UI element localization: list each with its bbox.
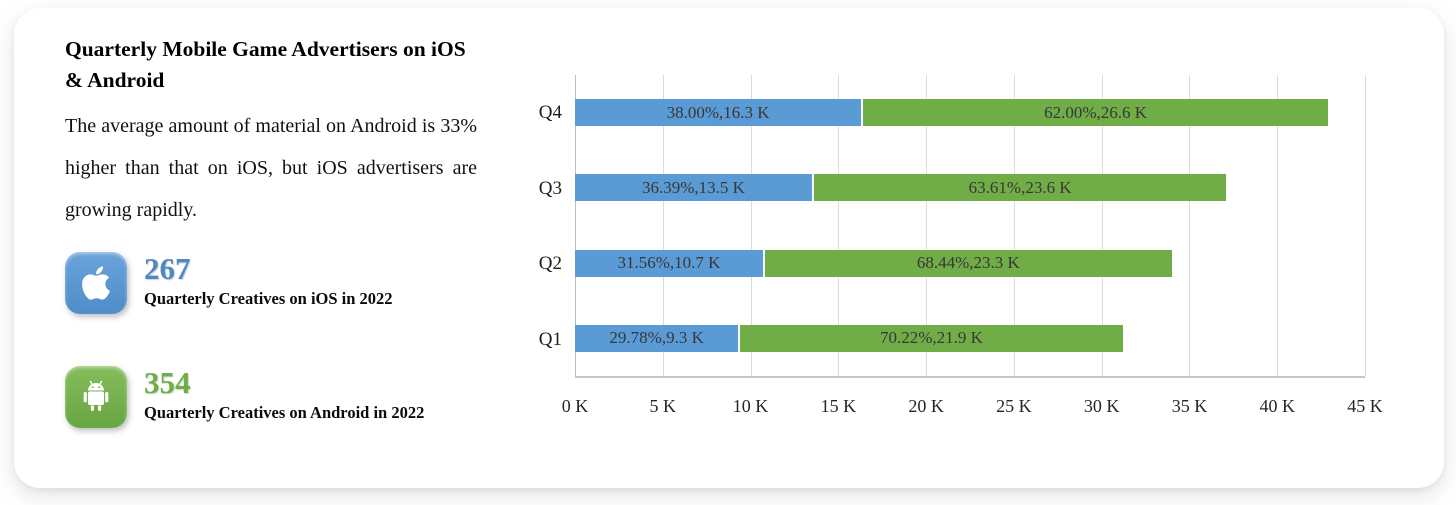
bar-segment-label: 36.39%,13.5 K	[642, 177, 745, 197]
bar-segment-ios: 38.00%,16.3 K	[575, 99, 862, 127]
y-axis-line	[575, 75, 576, 376]
x-tick-label: 30 K	[1083, 396, 1120, 416]
grid-line	[1277, 75, 1279, 376]
summary-panel: Quarterly Mobile Game Advertisers on iOS…	[65, 34, 477, 429]
stat-ios-text: 267 Quarterly Creatives on iOS in 2022	[144, 252, 393, 309]
stacked-bar-chart: Q4 Q3 Q2 Q1 38.00%,16.3 K 62.00%,26.6 K 36.39…	[514, 8, 1434, 488]
x-tick-label: 20 K	[908, 396, 944, 416]
plot-area: 38.00%,16.3 K 62.00%,26.6 K 36.39%,13.5 K 6…	[575, 75, 1366, 378]
stat-android: 354 Quarterly Creatives on Android in 20…	[65, 366, 477, 429]
x-tick-label: 5 K	[649, 396, 677, 416]
category-label: Q1	[538, 329, 562, 351]
stat-android-label: Quarterly Creatives on Android in 2022	[144, 402, 425, 422]
apple-icon	[65, 252, 127, 315]
bar-segment-label: 31.56%,10.7 K	[617, 253, 721, 273]
stacked-bar: 29.78%,9.3 K 70.22%,21.9 K	[575, 324, 1365, 352]
bar-row-q4: 38.00%,16.3 K 62.00%,26.6 K	[575, 75, 1365, 150]
apple-logo-glyph	[82, 266, 110, 300]
page-title: Quarterly Mobile Game Advertisers on iOS…	[65, 37, 466, 93]
grid-line	[1101, 75, 1103, 376]
stacked-bar: 38.00%,16.3 K 62.00%,26.6 K	[575, 99, 1365, 127]
x-tick-label: 15 K	[820, 396, 857, 416]
category-label: Q2	[538, 253, 562, 275]
bar-segment-label: 70.22%,21.9 K	[880, 328, 983, 348]
bar-segment-ios: 31.56%,10.7 K	[575, 249, 763, 277]
x-tick-label: 0 K	[561, 396, 589, 416]
stat-android-text: 354 Quarterly Creatives on Android in 20…	[144, 366, 424, 423]
category-label: Q3	[538, 177, 562, 199]
bar-segment-label: 29.78%,9.3 K	[609, 328, 704, 348]
x-axis: 0 K 5 K 10 K 15 K 20 K 25 K 30 K 35 K 40 K 45 K	[562, 396, 1383, 422]
x-tick-label: 45 K	[1347, 396, 1383, 416]
stat-android-value: 354	[144, 365, 191, 401]
stat-ios-value: 267	[144, 251, 191, 287]
stacked-bar: 36.39%,13.5 K 63.61%,23.6 K	[575, 174, 1365, 202]
x-tick-label: 10 K	[732, 396, 769, 416]
infographic-card: Quarterly Mobile Game Advertisers on iOS…	[14, 8, 1444, 488]
android-robot-glyph	[83, 380, 109, 412]
bar-segment-label: 68.44%,23.3 K	[916, 253, 1020, 273]
bar-segment-ios: 36.39%,13.5 K	[575, 174, 812, 202]
grid-line	[1013, 75, 1015, 376]
grid-line	[750, 75, 752, 376]
bar-segment-ios: 29.78%,9.3 K	[575, 324, 739, 352]
x-tick-label: 25 K	[996, 396, 1032, 416]
grid-line	[926, 75, 928, 376]
bar-row-q3: 36.39%,13.5 K 63.61%,23.6 K	[575, 150, 1365, 225]
stacked-bar: 31.56%,10.7 K 68.44%,23.3 K	[575, 249, 1365, 277]
bar-segment-android: 70.22%,21.9 K	[738, 324, 1123, 352]
category-axis: Q4 Q3 Q2 Q1	[514, 75, 562, 378]
bar-segment-label: 62.00%,26.6 K	[1044, 102, 1148, 122]
bar-segment-android: 68.44%,23.3 K	[762, 249, 1172, 277]
android-icon	[65, 366, 127, 429]
x-tick-label: 35 K	[1171, 396, 1208, 416]
grid-line	[838, 75, 840, 376]
grid-line	[1189, 75, 1191, 376]
category-label: Q4	[538, 101, 562, 123]
stat-ios-label: Quarterly Creatives on iOS in 2022	[144, 288, 393, 308]
bar-row-q2: 31.56%,10.7 K 68.44%,23.3 K	[575, 226, 1365, 301]
bar-segment-label: 63.61%,23.6 K	[968, 177, 1072, 197]
bar-segment-label: 38.00%,16.3 K	[666, 102, 770, 122]
stat-ios: 267 Quarterly Creatives on iOS in 2022	[65, 252, 477, 315]
grid-line	[662, 75, 664, 376]
bar-segment-android: 62.00%,26.6 K	[861, 99, 1329, 127]
summary-description: The average amount of material on Androi…	[65, 115, 477, 221]
x-tick-label: 40 K	[1259, 396, 1295, 416]
bar-segment-android: 63.61%,23.6 K	[812, 174, 1227, 202]
grid-line	[1365, 75, 1366, 376]
bar-row-q1: 29.78%,9.3 K 70.22%,21.9 K	[575, 301, 1365, 376]
